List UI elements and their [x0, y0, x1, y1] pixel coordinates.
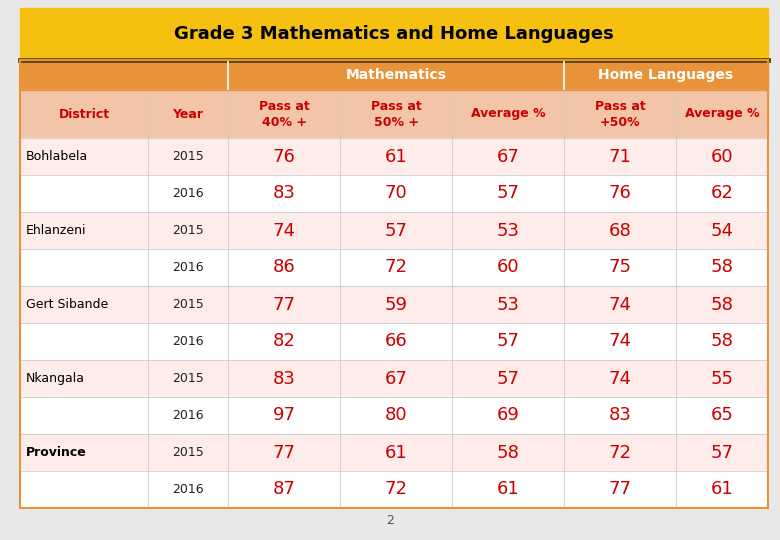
Text: 69: 69	[497, 407, 519, 424]
Text: 61: 61	[385, 147, 407, 165]
Text: 76: 76	[608, 185, 632, 202]
Text: 97: 97	[272, 407, 296, 424]
Text: 66: 66	[385, 333, 407, 350]
Text: District: District	[58, 107, 109, 120]
Text: 53: 53	[497, 295, 519, 314]
Bar	[20, 138, 768, 175]
Text: 71: 71	[608, 147, 632, 165]
Text: 61: 61	[385, 443, 407, 462]
Text: 53: 53	[497, 221, 519, 240]
Text: 68: 68	[608, 221, 631, 240]
Bar	[20, 249, 768, 286]
Text: 86: 86	[273, 259, 296, 276]
Text: 2016: 2016	[172, 187, 204, 200]
Bar	[20, 471, 768, 508]
Bar	[20, 286, 768, 323]
Bar	[20, 60, 768, 90]
Text: Grade 3 Mathematics and Home Languages: Grade 3 Mathematics and Home Languages	[174, 25, 614, 43]
Text: 2: 2	[386, 514, 394, 526]
Text: 67: 67	[385, 369, 407, 388]
Bar	[20, 212, 768, 249]
Text: 57: 57	[497, 185, 519, 202]
Text: 58: 58	[711, 295, 733, 314]
Text: 2016: 2016	[172, 409, 204, 422]
Text: 2016: 2016	[172, 335, 204, 348]
Bar	[20, 175, 768, 212]
Bar	[20, 360, 768, 397]
Text: 74: 74	[608, 333, 632, 350]
Text: Home Languages: Home Languages	[598, 68, 733, 82]
Bar	[20, 397, 768, 434]
Text: 72: 72	[608, 443, 632, 462]
Text: 72: 72	[385, 481, 407, 498]
Text: 72: 72	[385, 259, 407, 276]
Text: 67: 67	[497, 147, 519, 165]
Bar	[20, 8, 768, 60]
Text: 59: 59	[385, 295, 407, 314]
Text: 2016: 2016	[172, 483, 204, 496]
Text: 65: 65	[711, 407, 733, 424]
Text: Gert Sibande: Gert Sibande	[26, 298, 108, 311]
Text: 87: 87	[272, 481, 296, 498]
Text: 2015: 2015	[172, 150, 204, 163]
Text: 82: 82	[272, 333, 296, 350]
Text: 74: 74	[272, 221, 296, 240]
Bar	[20, 434, 768, 471]
Text: Average %: Average %	[470, 107, 545, 120]
Text: Province: Province	[26, 446, 87, 459]
Text: 58: 58	[497, 443, 519, 462]
Text: Pass at
50% +: Pass at 50% +	[370, 99, 421, 129]
Text: Pass at
40% +: Pass at 40% +	[259, 99, 310, 129]
Text: 60: 60	[711, 147, 733, 165]
Text: 61: 61	[497, 481, 519, 498]
Text: 77: 77	[608, 481, 632, 498]
Text: Ehlanzeni: Ehlanzeni	[26, 224, 87, 237]
Text: Bohlabela: Bohlabela	[26, 150, 88, 163]
Bar	[20, 60, 768, 508]
Text: 57: 57	[711, 443, 733, 462]
Text: 58: 58	[711, 259, 733, 276]
Text: 76: 76	[272, 147, 296, 165]
Text: Year: Year	[172, 107, 204, 120]
Text: 83: 83	[608, 407, 632, 424]
Bar	[20, 323, 768, 360]
Text: 58: 58	[711, 333, 733, 350]
Text: 83: 83	[272, 185, 296, 202]
Text: 80: 80	[385, 407, 407, 424]
Text: 2015: 2015	[172, 224, 204, 237]
Bar	[20, 90, 768, 138]
Text: 2016: 2016	[172, 261, 204, 274]
Text: Pass at
+50%: Pass at +50%	[594, 99, 645, 129]
Text: 74: 74	[608, 295, 632, 314]
Text: 57: 57	[497, 369, 519, 388]
Text: 61: 61	[711, 481, 733, 498]
Text: 2015: 2015	[172, 372, 204, 385]
Text: Mathematics: Mathematics	[346, 68, 446, 82]
Text: 54: 54	[711, 221, 733, 240]
Text: 77: 77	[272, 443, 296, 462]
Text: 74: 74	[608, 369, 632, 388]
Text: 2015: 2015	[172, 298, 204, 311]
Text: 83: 83	[272, 369, 296, 388]
Text: 62: 62	[711, 185, 733, 202]
Text: 55: 55	[711, 369, 733, 388]
Text: 70: 70	[385, 185, 407, 202]
Text: 57: 57	[385, 221, 407, 240]
Text: Average %: Average %	[685, 107, 759, 120]
Text: 77: 77	[272, 295, 296, 314]
Text: 60: 60	[497, 259, 519, 276]
Text: 75: 75	[608, 259, 632, 276]
Text: 2015: 2015	[172, 446, 204, 459]
Text: Nkangala: Nkangala	[26, 372, 85, 385]
Text: 57: 57	[497, 333, 519, 350]
